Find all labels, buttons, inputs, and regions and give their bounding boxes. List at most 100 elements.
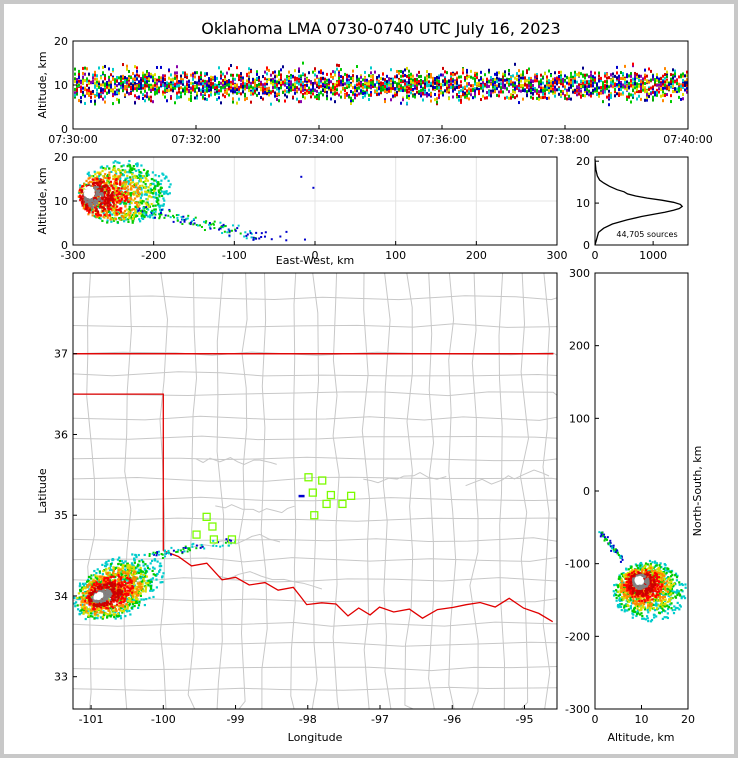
source-mark: [502, 78, 504, 82]
source-mark: [90, 187, 93, 190]
source-mark: [572, 82, 574, 86]
source-mark: [228, 93, 230, 97]
source-mark: [228, 84, 230, 88]
source-mark: [682, 83, 684, 87]
source-mark: [152, 74, 154, 78]
source-mark: [230, 80, 232, 84]
source-mark: [536, 96, 538, 100]
source-mark: [574, 88, 576, 92]
x-tick-label: 07:30:00: [48, 133, 97, 146]
source-mark: [143, 603, 146, 607]
source-mark: [588, 75, 590, 79]
source-mark: [500, 78, 502, 82]
source-mark: [119, 617, 123, 620]
source-mark: [91, 206, 94, 209]
source-mark: [80, 96, 82, 100]
source-mark: [634, 74, 636, 78]
source-mark: [320, 84, 322, 88]
source-mark: [370, 81, 372, 85]
source-mark: [254, 87, 256, 91]
source-mark: [484, 73, 486, 77]
source-mark: [134, 182, 137, 185]
source-mark: [112, 75, 114, 79]
source-mark: [148, 97, 150, 101]
source-mark: [170, 96, 172, 100]
source-mark: [616, 76, 618, 80]
source-mark: [664, 67, 666, 71]
source-mark: [82, 75, 84, 79]
source-mark: [570, 97, 572, 101]
source-mark: [170, 73, 172, 77]
source-mark: [114, 170, 117, 173]
source-mark: [122, 74, 124, 78]
source-mark: [121, 169, 124, 172]
source-mark: [540, 80, 542, 84]
source-mark: [138, 184, 141, 188]
source-mark: [446, 90, 448, 94]
source-mark: [182, 71, 184, 75]
source-mark: [276, 83, 278, 87]
source-mark: [245, 234, 248, 237]
source-mark: [324, 81, 326, 85]
source-mark: [112, 89, 114, 93]
source-mark: [674, 80, 676, 84]
source-mark: [102, 215, 105, 218]
source-mark: [263, 235, 266, 238]
source-mark: [123, 185, 126, 188]
source-mark: [180, 91, 182, 95]
source-mark: [256, 87, 258, 91]
source-mark: [454, 87, 456, 91]
source-mark: [602, 83, 604, 87]
source-mark: [131, 171, 134, 175]
source-mark: [101, 185, 104, 188]
source-mark: [596, 89, 598, 93]
source-mark: [504, 78, 506, 82]
source-mark: [638, 84, 640, 88]
source-mark: [96, 175, 99, 178]
source-mark: [140, 83, 142, 87]
source-mark: [158, 195, 161, 198]
source-mark: [540, 82, 542, 86]
source-mark: [636, 85, 638, 89]
source-mark: [644, 88, 646, 92]
source-mark: [624, 80, 626, 84]
source-mark: [172, 81, 174, 85]
source-mark: [161, 580, 164, 584]
source-mark: [306, 91, 308, 95]
source-mark: [90, 202, 93, 205]
source-mark: [266, 80, 268, 84]
source-mark: [406, 81, 408, 85]
source-mark: [78, 195, 81, 199]
source-mark: [154, 196, 157, 199]
source-mark: [342, 83, 344, 87]
source-mark: [510, 96, 512, 100]
source-mark: [154, 210, 157, 213]
source-mark: [140, 78, 142, 82]
source-mark: [618, 91, 620, 95]
source-mark: [372, 80, 374, 84]
source-mark: [90, 192, 93, 196]
source-mark: [150, 188, 153, 192]
source-mark: [402, 70, 404, 74]
source-mark: [88, 211, 91, 214]
source-mark: [128, 202, 131, 205]
source-mark: [156, 184, 159, 187]
source-mark: [124, 218, 127, 221]
source-mark: [134, 81, 136, 85]
source-mark: [448, 79, 450, 83]
source-mark: [684, 74, 686, 78]
source-mark: [122, 89, 124, 93]
source-mark: [290, 73, 292, 77]
source-mark: [416, 77, 418, 81]
ew-altitude-xlabel: East-West, km: [276, 254, 354, 267]
source-mark: [143, 209, 146, 212]
source-mark: [108, 75, 110, 79]
source-mark: [384, 88, 386, 92]
source-mark: [87, 171, 90, 174]
source-mark: [322, 76, 324, 80]
source-mark: [78, 190, 81, 193]
source-mark: [544, 84, 546, 88]
source-mark: [168, 76, 170, 80]
source-mark: [556, 88, 558, 92]
source-mark: [107, 198, 110, 201]
